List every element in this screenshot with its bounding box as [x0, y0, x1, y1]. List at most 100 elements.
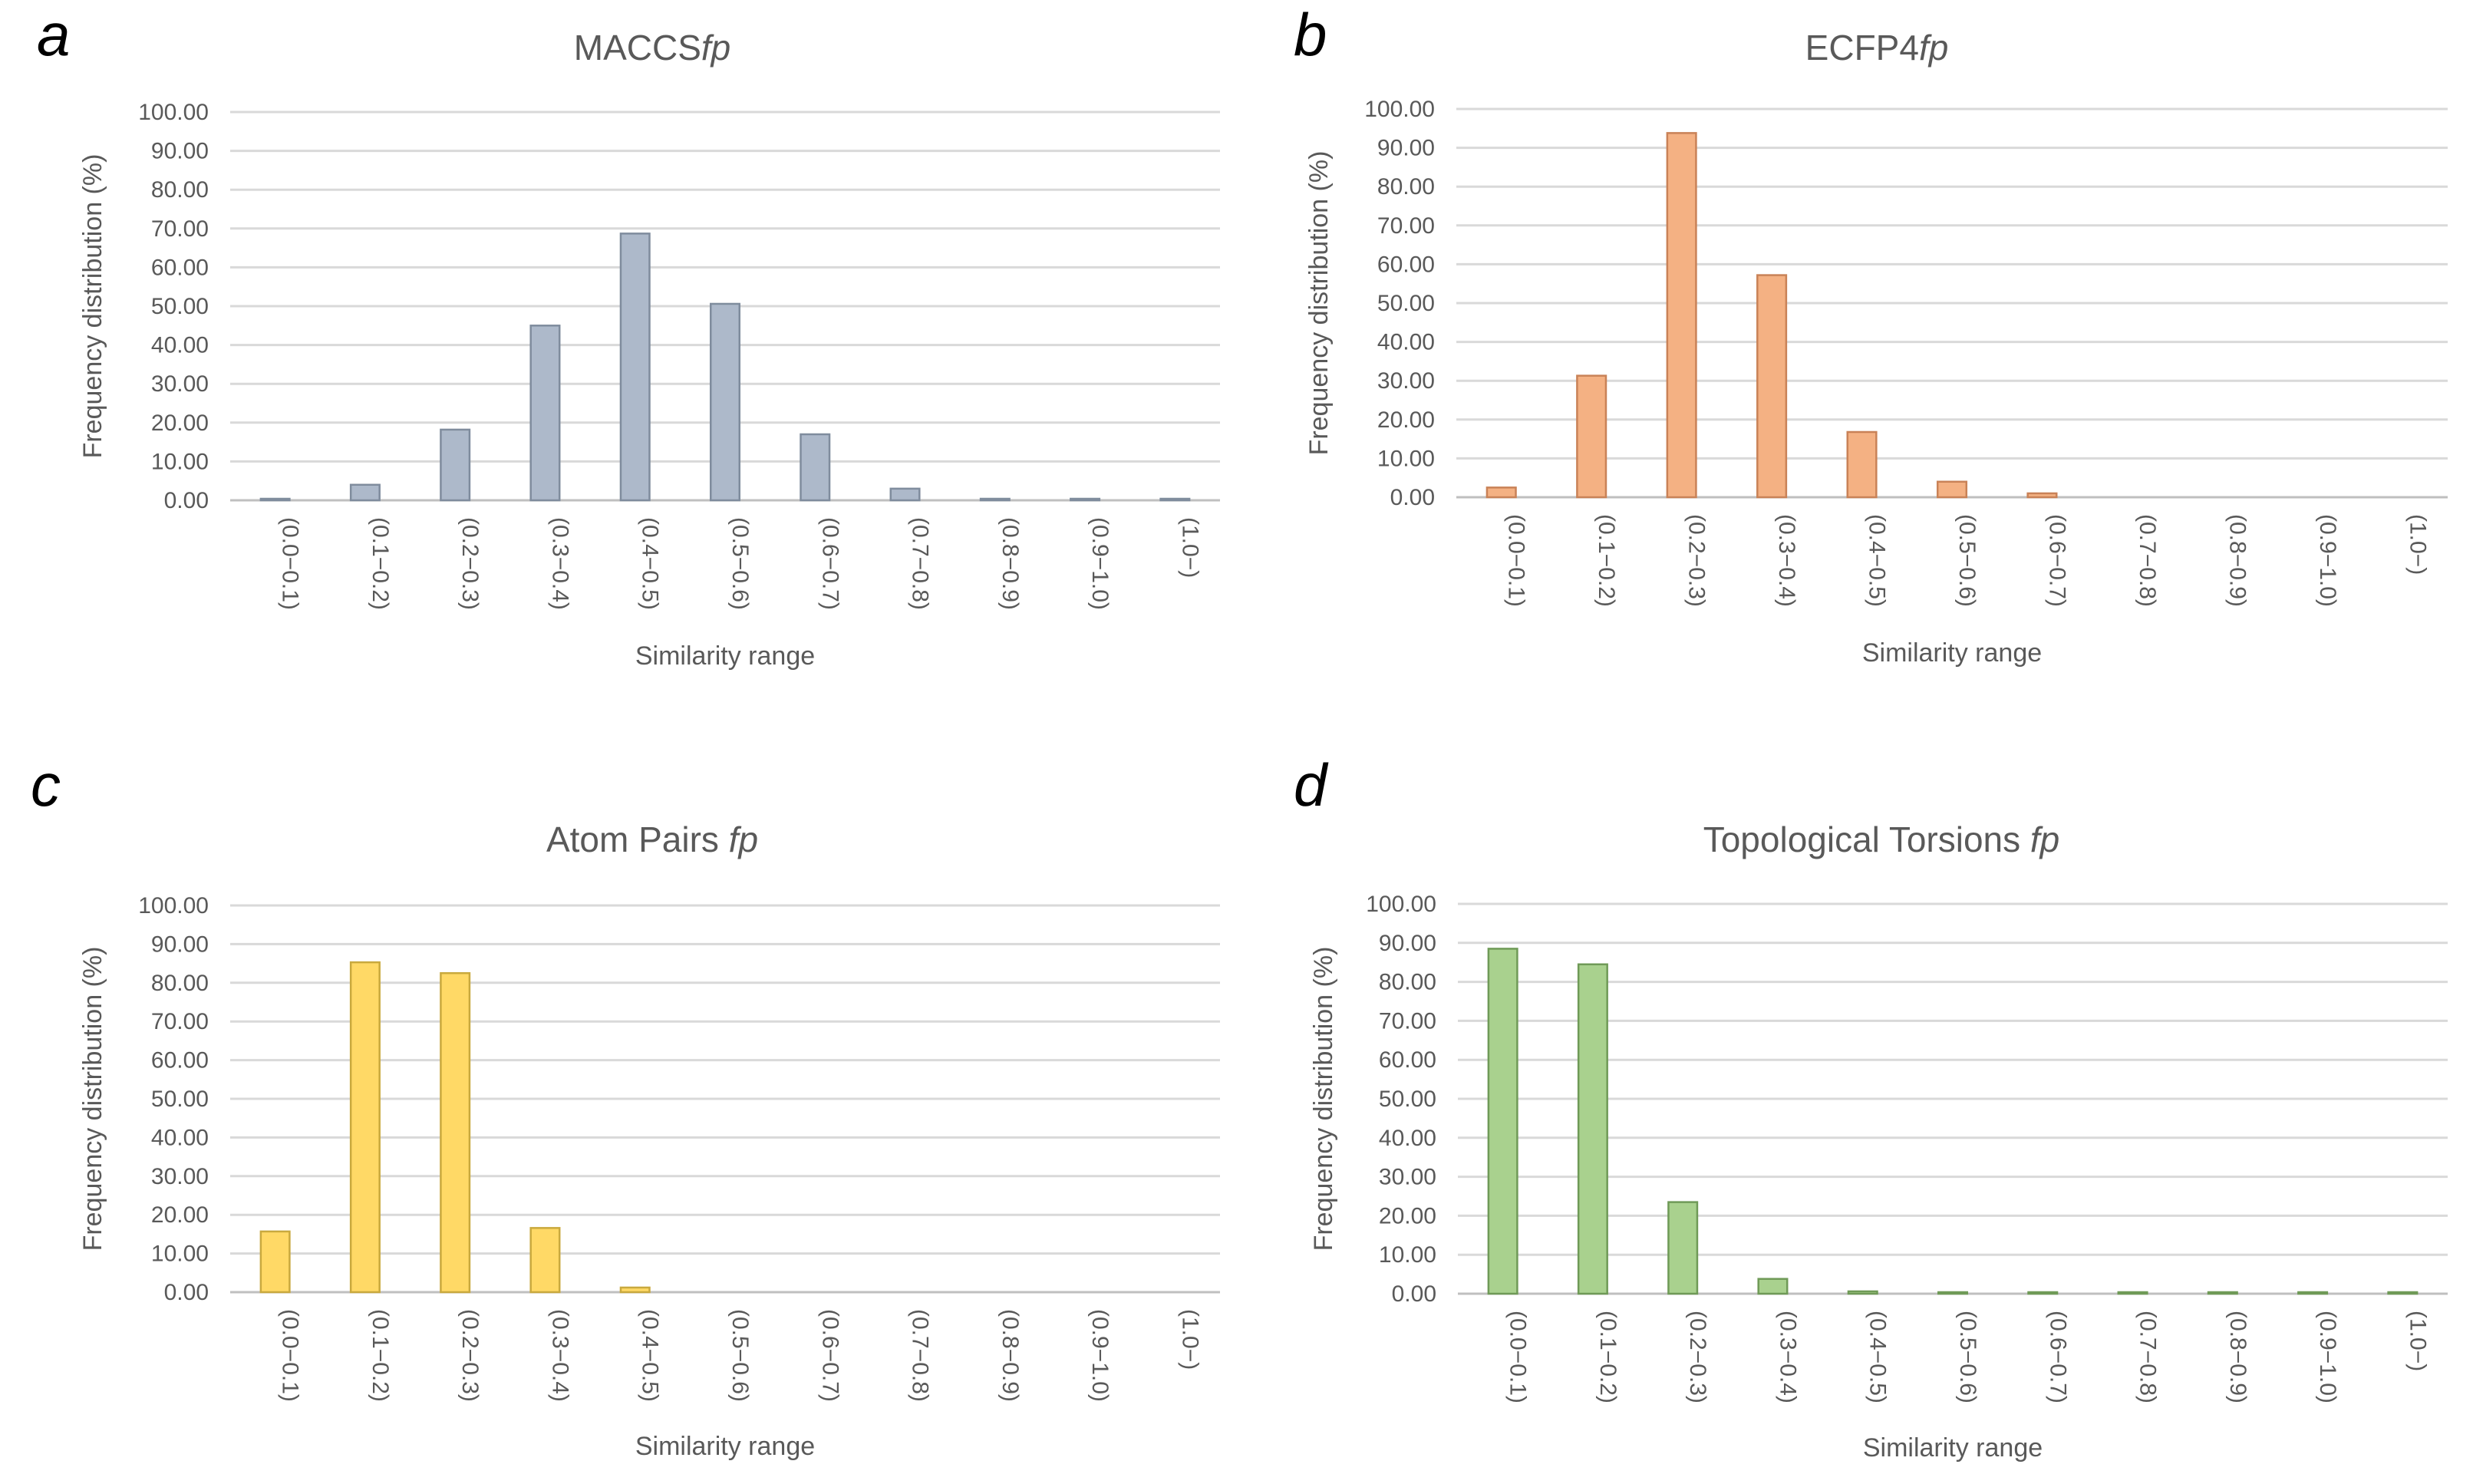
y-tick-label: 30.00	[151, 371, 209, 397]
x-tick-label: (1.0−)	[2405, 514, 2430, 575]
x-tick-label: (0.9−1.0)	[2315, 1311, 2340, 1403]
chart-title-main: ECFP4	[1805, 28, 1919, 68]
x-tick-label: (0.5−0.6)	[727, 1309, 753, 1402]
y-tick-label: 40.00	[151, 1125, 209, 1150]
y-tick-label: 90.00	[151, 932, 209, 957]
bar	[529, 1227, 561, 1294]
y-tick-label: 60.00	[151, 255, 209, 280]
x-tick-label: (0.4−0.5)	[1865, 514, 1890, 607]
y-axis-label: Frequency distribution (%)	[78, 154, 107, 459]
x-tick-label: (0.3−0.4)	[1774, 514, 1799, 607]
y-tick-label: 10.00	[151, 449, 209, 474]
y-tick-label: 60.00	[151, 1048, 209, 1073]
y-tick-label: 40.00	[1377, 330, 1435, 355]
x-tick-label: (0.0−0.1)	[278, 517, 303, 610]
x-tick-label: (0.6−0.7)	[2045, 1311, 2070, 1403]
y-tick-label: 20.00	[1377, 407, 1435, 433]
y-tick-label: 0.00	[1390, 485, 1435, 510]
bar	[619, 1286, 651, 1294]
y-tick-label: 10.00	[1377, 446, 1435, 471]
bar	[259, 1230, 291, 1294]
chart-title-fp: fp	[729, 819, 758, 859]
bar	[1159, 497, 1191, 502]
chart-title-main: Topological Torsions	[1703, 819, 2030, 859]
chart-title: ECFP4fp	[1805, 28, 1949, 68]
bar	[1757, 1278, 1789, 1295]
y-tick-label: 50.00	[151, 1087, 209, 1112]
x-tick-label: (0.6−0.7)	[2044, 514, 2069, 607]
y-tick-label: 70.00	[151, 1009, 209, 1034]
bar	[2027, 1291, 2059, 1295]
x-tick-label: (0.0−0.1)	[278, 1309, 303, 1402]
chart-panel-1: a MACCSfp 0.00 10.00 20.00 30.00 40.00 50.00 60.…	[37, 1, 1220, 671]
x-tick-label: (0.2−0.3)	[1685, 1311, 1710, 1403]
chart-title-main: MACCS	[574, 28, 701, 68]
y-tick-label: 10.00	[1379, 1242, 1436, 1268]
y-tick-label: 0.00	[164, 1280, 209, 1305]
bar	[1070, 497, 1101, 502]
x-tick-label: (0.5−0.6)	[1955, 1311, 1980, 1403]
chart-panel-2: b ECFP4fp 0.00 10.00 20.00 30.00 40.00 50.00 60.…	[1294, 1, 2448, 668]
y-tick-label: 10.00	[151, 1242, 209, 1267]
y-tick-label: 100.00	[138, 100, 209, 125]
bar	[2117, 1291, 2148, 1295]
bar	[1846, 430, 1878, 499]
chart-panel-4: d Topological Torsions fp 0.00 10.00 20.00 30…	[1294, 751, 2448, 1463]
x-tick-label: (0.4−0.5)	[638, 517, 663, 610]
x-tick-label: (0.1−0.2)	[1594, 514, 1619, 607]
y-tick-label: 100.00	[1366, 892, 1436, 917]
y-tick-label: 30.00	[1377, 368, 1435, 394]
x-tick-label: (0.3−0.4)	[547, 517, 572, 610]
bar	[1576, 374, 1607, 499]
x-tick-label: (0.8−0.9)	[997, 517, 1023, 610]
chart-title: Topological Torsions fp	[1703, 819, 2060, 859]
bar	[1937, 1291, 1969, 1295]
panel-label: b	[1294, 1, 1327, 68]
x-tick-label: (1.0−)	[2405, 1311, 2430, 1371]
y-tick-label: 0.00	[164, 488, 209, 513]
x-tick-label: (0.9−1.0)	[1087, 1309, 1113, 1402]
x-axis-label: Similarity range	[635, 641, 815, 671]
x-axis-label: Similarity range	[1862, 638, 2042, 668]
bar	[889, 487, 921, 502]
y-tick-label: 40.00	[151, 333, 209, 358]
y-tick-label: 90.00	[151, 139, 209, 164]
y-tick-label: 30.00	[1379, 1165, 1436, 1190]
chart-title-main: Atom Pairs	[546, 819, 729, 859]
bar	[2297, 1291, 2329, 1295]
bar	[1487, 948, 1518, 1295]
chart-panel-3: c Atom Pairs fp 0.00 10.00 20.00 30.00 40.00 50…	[31, 751, 1220, 1461]
x-tick-label: (0.8−0.9)	[2225, 1311, 2250, 1403]
x-tick-label: (0.6−0.7)	[817, 517, 842, 610]
bar	[440, 971, 471, 1294]
bar	[2387, 1291, 2419, 1295]
y-tick-label: 20.00	[151, 411, 209, 436]
x-tick-label: (0.6−0.7)	[817, 1309, 842, 1402]
bar	[1485, 486, 1517, 499]
x-tick-label: (0.7−0.8)	[2135, 514, 2160, 607]
x-tick-label: (0.2−0.3)	[457, 517, 483, 610]
x-tick-label: (0.9−1.0)	[1087, 517, 1113, 610]
x-tick-label: (0.5−0.6)	[1954, 514, 1980, 607]
y-tick-label: 100.00	[1364, 97, 1435, 122]
y-tick-label: 50.00	[151, 294, 209, 319]
x-axis-label: Similarity range	[635, 1432, 815, 1461]
bar	[1667, 1201, 1699, 1295]
chart-title-fp: fp	[1919, 28, 1948, 68]
y-tick-label: 60.00	[1379, 1047, 1436, 1073]
x-tick-label: (1.0−)	[1177, 1309, 1202, 1370]
x-tick-label: (0.7−0.8)	[2135, 1311, 2161, 1403]
bar	[709, 302, 741, 502]
x-axis-label: Similarity range	[1863, 1433, 2043, 1463]
y-tick-label: 90.00	[1377, 136, 1435, 161]
y-tick-label: 40.00	[1379, 1126, 1436, 1151]
x-tick-label: (1.0−)	[1177, 517, 1202, 578]
y-tick-label: 80.00	[1377, 174, 1435, 200]
chart-title-fp: fp	[701, 28, 730, 68]
x-tick-label: (0.8−0.9)	[997, 1309, 1023, 1402]
bar	[2026, 492, 2058, 499]
y-tick-label: 70.00	[151, 216, 209, 242]
y-tick-label: 20.00	[1379, 1203, 1436, 1228]
x-tick-label: (0.0−0.1)	[1504, 514, 1529, 607]
